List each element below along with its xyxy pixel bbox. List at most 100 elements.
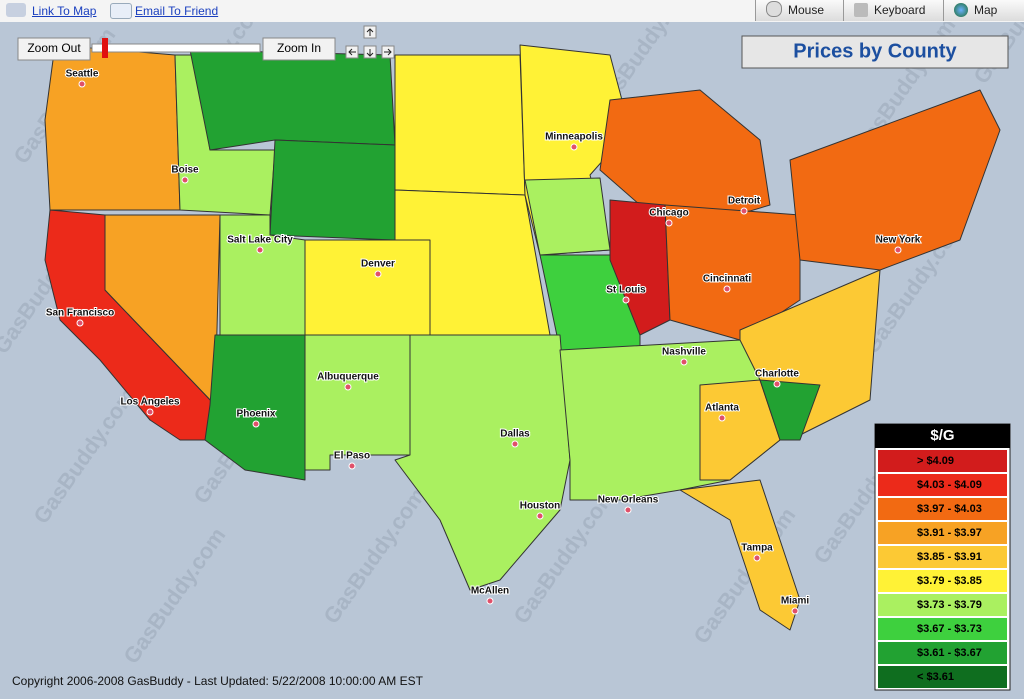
region [394,54,526,196]
legend-swatch [878,642,1007,664]
city-dot [348,462,356,470]
city-dot [511,440,519,448]
legend-label: $3.85 - $3.91 [917,551,982,563]
zoom-out-button[interactable] [17,37,91,61]
tab-label: Keyboard [874,3,926,17]
region [44,44,181,211]
legend-swatch [878,450,1007,472]
zoom-in-button[interactable] [262,37,336,61]
city-label: St Louis [606,285,646,296]
map-tab[interactable]: Map [943,0,1024,21]
legend-label: $3.91 - $3.97 [917,527,982,539]
region [699,379,781,481]
email-to-friend[interactable]: Email To Friend [135,4,219,18]
region [789,89,1001,271]
city-dot [181,176,189,184]
city-dot [723,285,731,293]
city-label: New York [876,235,921,246]
keyboard-tab[interactable]: Keyboard [843,0,944,21]
city-dot [252,420,260,428]
city-label: McAllen [471,586,509,597]
city-dot [624,506,632,514]
regions [44,44,1001,631]
city-label: New Orleans [598,495,659,506]
city-label: El Paso [334,451,370,462]
region [269,139,396,241]
city-label: Houston [520,501,561,512]
city-label: Nashville [662,347,706,358]
footer: Copyright 2006-2008 GasBuddy - Last Upda… [12,674,424,688]
region [679,479,801,631]
city-label: Cincinnati [703,274,752,285]
city-dot [570,143,578,151]
legend-label: $3.79 - $3.85 [917,575,982,587]
city-dot [753,554,761,562]
legend-swatch [878,666,1007,688]
link-to-map[interactable]: Link To Map [32,4,97,18]
legend: $/G > $4.09 $4.03 - $4.09 $3.97 - $4.03 $3.9… [874,423,1011,691]
city-dot [536,512,544,520]
city-dot [791,607,799,615]
city-label: San Francisco [46,308,114,319]
region [189,49,396,151]
legend-swatch [878,474,1007,496]
zoom-thumb[interactable] [102,38,108,58]
legend-swatch [878,618,1007,640]
city-label: Miami [781,596,810,607]
legend-label: $3.97 - $4.03 [917,503,982,515]
city-label: Atlanta [705,403,739,414]
legend-swatch [878,522,1007,544]
region [539,254,641,351]
map[interactable]: GasBuddy.comGasBuddy.comGasBuddy.comGasB… [0,22,1024,699]
legend-label: > $4.09 [917,455,954,467]
city-dot [740,207,748,215]
city-label: Charlotte [755,369,799,380]
legend-swatch [878,498,1007,520]
city-label: Albuquerque [317,372,379,383]
legend-label: $3.73 - $3.79 [917,599,982,611]
city-label: Chicago [649,208,688,219]
city-label: Detroit [728,196,761,207]
city-dot [486,597,494,605]
city-dot [146,408,154,416]
city-dot [374,270,382,278]
map-title: Prices by County [793,40,957,62]
zoom-out-label: Zoom Out [27,41,81,55]
city-dot [76,319,84,327]
legend-swatch [878,594,1007,616]
pan-arrows [348,28,392,57]
city-label: Los Angeles [120,397,180,408]
zoom-slider[interactable] [91,43,261,53]
legend-title: $/G [930,427,954,444]
zoom-in-label: Zoom In [277,41,321,55]
legend-label: $4.03 - $4.09 [917,479,982,491]
region [304,239,431,336]
mouse-tab[interactable]: Mouse [755,0,844,21]
city-dot [680,358,688,366]
link-icon [6,3,26,17]
email-icon [110,3,132,19]
city-dot [344,383,352,391]
city-dot [894,246,902,254]
legend-label: < $3.61 [917,671,954,683]
city-label: Phoenix [237,409,276,420]
region [609,199,671,336]
legend-swatch [878,546,1007,568]
cities: Seattle Boise Salt Lake City Denver San Fran… [45,68,922,615]
toolbar: Link To Map Email To Friend Mouse Keyboa… [0,0,1024,23]
region [524,177,611,256]
city-label: Seattle [66,69,99,80]
city-label: Boise [171,165,199,176]
city-dot [256,246,264,254]
city-dot [622,296,630,304]
legend-label: $3.67 - $3.73 [917,623,982,635]
city-dot [78,80,86,88]
city-label: Tampa [741,543,773,554]
city-label: Dallas [500,429,530,440]
region [759,379,821,441]
city-label: Minneapolis [545,132,603,143]
legend-label: $3.61 - $3.67 [917,647,982,659]
city-dot [665,219,673,227]
city-dot [773,380,781,388]
